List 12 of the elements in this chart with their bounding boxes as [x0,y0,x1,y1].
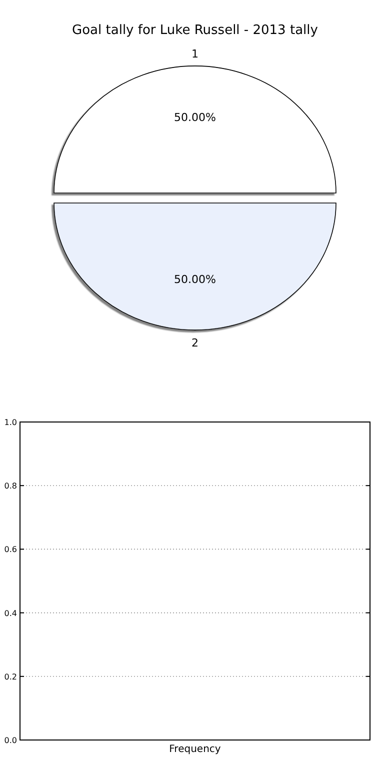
chart-title: Goal tally for Luke Russell - 2013 tally [72,23,318,38]
y-tick-label: 0.4 [4,608,17,618]
slice-label: 1 [192,47,198,60]
y-tick-label: 0.8 [4,482,17,491]
x-tick-label: Frequency [169,744,221,755]
y-tick-label: 1.0 [4,418,17,427]
y-tick-label: 0.0 [4,736,17,745]
data-label: 50.00% [174,110,216,124]
y-tick-label: 0.6 [4,545,17,554]
slice-label: 2 [192,336,198,350]
data-label: 50.00% [174,273,216,286]
y-tick-label: 0.2 [4,672,17,682]
